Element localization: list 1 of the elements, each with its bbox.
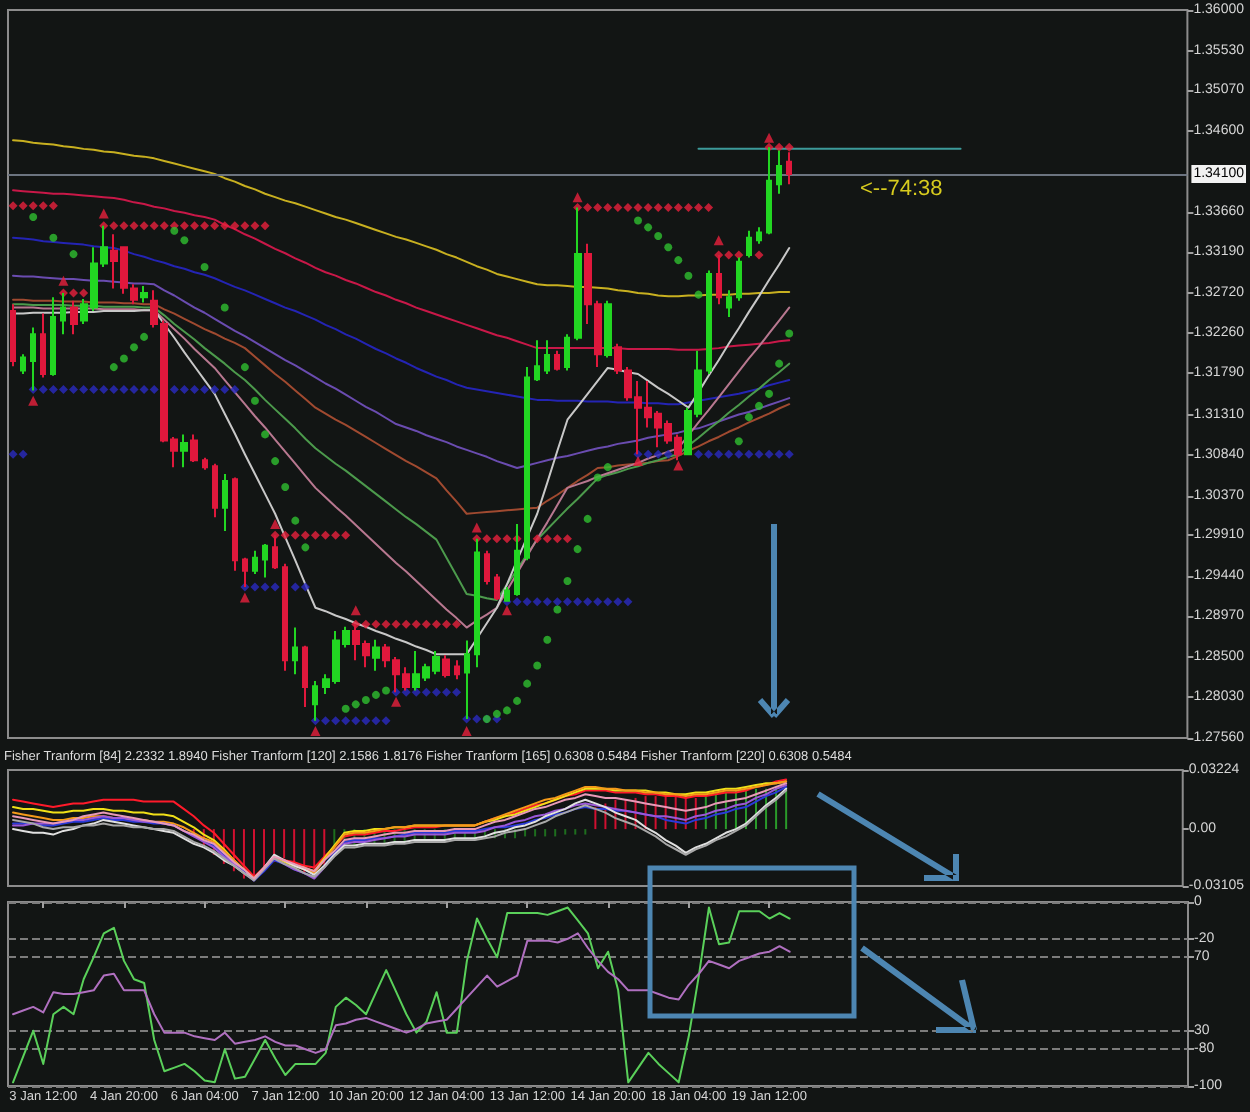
annotation: <--74:38	[860, 177, 943, 201]
